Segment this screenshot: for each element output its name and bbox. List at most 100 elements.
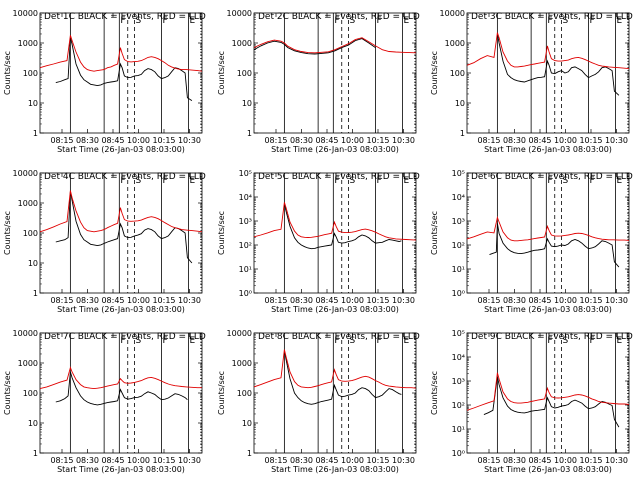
x-tick-label: 10:00 [554,296,577,305]
x-tick-label: 08:30 [76,136,99,145]
marker-label: S [136,336,142,346]
x-tick-label: 10:30 [605,296,628,305]
x-tick-label: 10:00 [127,136,150,145]
series-events-line [283,204,402,250]
x-tick-label: 10:00 [341,136,364,145]
y-tick-label: 100 [237,69,252,78]
y-tick-label: 1 [460,129,465,138]
y-tick-label: 10000 [227,329,252,338]
marker-label: E [404,176,410,186]
marker-label: S [136,176,142,186]
x-tick-label: 08:15 [477,296,500,305]
y-tick-label: 10³ [239,217,252,226]
y-tick-label: 10000 [13,329,38,338]
x-axis-label: Start Time (26-Jan-03 08:03:00) [271,465,399,474]
x-tick-label: 10:00 [341,456,364,465]
x-tick-label: 08:45 [315,456,338,465]
panel-6: Det 6C BLACK = Events, RED = LLD 10⁰ 10¹ 10… [430,169,633,314]
marker-label: F [120,176,125,186]
marker-label: F [547,336,552,346]
panel-title: Det 9C BLACK = Events, RED = LLD [471,332,633,342]
x-tick-label: 08:30 [76,456,99,465]
marker-label: F [120,16,125,26]
marker-label: S [563,16,569,26]
x-tick-label: 08:15 [477,456,500,465]
x-tick-label: 10:15 [152,296,175,305]
plot-frame [253,172,417,294]
x-tick-label: 08:45 [101,456,124,465]
y-tick-label: 1 [247,449,252,458]
y-tick-label: 10 [242,419,252,428]
x-tick-label: 08:30 [290,296,313,305]
panel-title: Det 2C BLACK = Events, RED = LLD [258,12,420,22]
panel-title: Det 7C BLACK = Events, RED = LLD [44,332,206,342]
marker-label: E [404,16,410,26]
marker-label: E [404,336,410,346]
x-tick-label: 08:30 [503,456,526,465]
series-lld-line [466,215,630,242]
y-tick-label: 10⁰ [452,449,465,458]
panel-8: Det 8C BLACK = Events, RED = LLD 1 10 100 10… [217,329,420,474]
x-tick-label: 10:30 [392,136,415,145]
y-tick-label: 10¹ [239,265,252,274]
x-tick-label: 10:30 [392,456,415,465]
marker-label: F [547,176,552,186]
series-events-line [55,371,188,406]
marker-label: F [590,336,595,346]
panel-9: Det 9C BLACK = Events, RED = LLD 10⁰ 10¹ 10… [430,329,633,474]
marker-label: F [334,16,339,26]
y-axis-label: Counts/sec [3,371,12,415]
x-tick-label: 08:30 [503,136,526,145]
marker-label: F [334,176,339,186]
y-tick-label: 10⁴ [452,193,465,202]
marker-label: F [334,336,339,346]
y-tick-label: 10 [28,419,38,428]
marker-label: S [563,176,569,186]
y-tick-label: 10¹ [452,265,465,274]
y-axis-label: Counts/sec [430,371,439,415]
x-axis-label: Start Time (26-Jan-03 08:03:00) [484,305,612,314]
x-axis-label: Start Time (26-Jan-03 08:03:00) [484,145,612,154]
marker-label: E [617,176,623,186]
y-tick-label: 10¹ [452,425,465,434]
y-tick-label: 1 [33,449,38,458]
y-tick-label: 1 [33,289,38,298]
plot-frame [253,332,417,454]
y-tick-label: 1000 [18,359,38,368]
marker-label: S [563,336,569,346]
x-tick-label: 10:30 [605,136,628,145]
x-tick-label: 08:30 [76,296,99,305]
y-tick-label: 10⁵ [452,329,465,338]
marker-label: E [190,336,196,346]
panel-title: Det 3C BLACK = Events, RED = LLD [471,12,633,22]
x-tick-label: 10:00 [554,136,577,145]
series-events-line [489,223,620,268]
y-tick-label: 10³ [452,377,465,386]
x-tick-label: 08:45 [528,456,551,465]
series-lld-line [253,349,417,389]
y-tick-label: 10⁴ [452,353,465,362]
x-tick-label: 10:30 [392,296,415,305]
x-tick-label: 10:15 [579,456,602,465]
series-events-line [496,33,620,96]
x-tick-label: 08:15 [264,296,287,305]
y-tick-label: 10² [452,401,465,410]
y-tick-label: 1 [247,129,252,138]
panel-7: Det 7C BLACK = Events, RED = LLD 1 10 100 10… [3,329,206,474]
y-tick-label: 1000 [445,39,465,48]
plot-frame [39,12,203,134]
x-tick-label: 08:15 [264,136,287,145]
y-axis-label: Counts/sec [430,51,439,95]
marker-label: F [377,176,382,186]
y-tick-label: 10000 [13,9,38,18]
series-lld-line [39,190,203,233]
y-tick-label: 10⁰ [239,289,252,298]
x-axis-label: Start Time (26-Jan-03 08:03:00) [271,305,399,314]
x-axis-label: Start Time (26-Jan-03 08:03:00) [57,465,185,474]
y-tick-label: 100 [23,69,38,78]
x-tick-label: 08:45 [101,136,124,145]
y-axis-label: Counts/sec [3,211,12,255]
series-lld-line [253,202,417,241]
y-axis-label: Counts/sec [3,51,12,95]
marker-label: F [163,16,168,26]
